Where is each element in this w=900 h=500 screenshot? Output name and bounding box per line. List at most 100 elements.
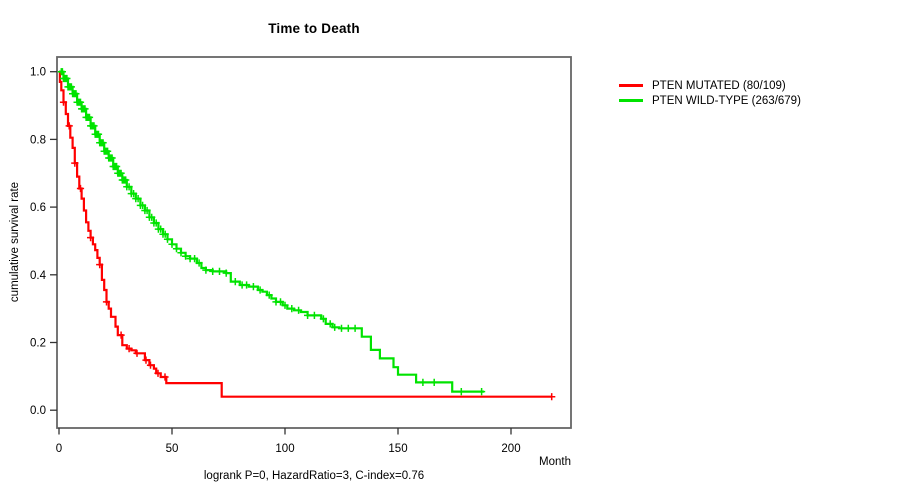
censor-mark bbox=[161, 373, 169, 381]
censor-mark bbox=[139, 201, 147, 209]
legend-line-pten-wild-type-icon bbox=[619, 99, 643, 102]
censor-mark bbox=[146, 361, 155, 369]
censor-mark bbox=[319, 315, 327, 323]
censor-mark bbox=[548, 393, 556, 401]
censor-mark bbox=[125, 183, 133, 191]
censor-mark bbox=[304, 311, 312, 319]
censor-mark bbox=[85, 113, 94, 121]
censor-mark bbox=[177, 249, 185, 257]
censor-mark bbox=[202, 266, 210, 274]
censor-mark bbox=[113, 162, 121, 171]
censor-mark bbox=[65, 122, 73, 130]
y-tick-label: 0.2 bbox=[30, 338, 46, 350]
legend-label-pten-mutated: PTEN MUTATED (80/109) bbox=[652, 79, 786, 92]
censor-mark bbox=[310, 311, 318, 319]
censor-mark bbox=[182, 252, 190, 260]
censor-mark bbox=[191, 255, 199, 263]
censor-mark bbox=[161, 230, 169, 238]
censor-mark bbox=[157, 225, 165, 233]
curve-pten-mutated bbox=[58, 70, 556, 401]
censor-mark bbox=[276, 298, 285, 306]
censor-mark bbox=[351, 324, 359, 332]
censor-mark bbox=[63, 74, 71, 83]
censor-mark bbox=[108, 154, 116, 162]
censor-mark bbox=[331, 323, 339, 331]
legend-item-pten-wild-type: PTEN WILD-TYPE (263/679) bbox=[619, 93, 801, 108]
censor-mark bbox=[288, 305, 296, 313]
censor-mark bbox=[222, 269, 230, 277]
legend-line-pten-mutated-icon bbox=[619, 84, 643, 87]
censor-mark bbox=[249, 283, 257, 291]
censor-mark bbox=[430, 378, 438, 386]
x-tick-label: 0 bbox=[56, 443, 62, 455]
plot-border bbox=[56, 56, 572, 429]
censor-mark bbox=[81, 105, 89, 113]
censor-mark bbox=[172, 245, 181, 253]
censor-mark bbox=[168, 240, 176, 248]
censor-mark bbox=[87, 234, 95, 242]
censor-mark bbox=[243, 281, 251, 289]
legend-item-pten-mutated: PTEN MUTATED (80/109) bbox=[619, 78, 801, 93]
censor-mark bbox=[117, 169, 125, 177]
y-axis-label: cumulative survival rate bbox=[9, 181, 21, 303]
censor-mark bbox=[142, 356, 150, 364]
y-tick-label: 1.0 bbox=[30, 67, 46, 79]
censor-mark bbox=[209, 267, 217, 275]
x-axis: 0 50 100 150 200 bbox=[56, 428, 521, 455]
x-axis-label: Month bbox=[539, 456, 571, 468]
censor-mark bbox=[125, 345, 133, 353]
y-tick-label: 0.6 bbox=[30, 202, 46, 214]
curve-pten-wild-type bbox=[57, 68, 486, 396]
censor-mark bbox=[71, 159, 79, 167]
x-tick-label: 150 bbox=[388, 443, 407, 455]
censor-mark bbox=[76, 98, 85, 106]
censor-mark bbox=[419, 378, 427, 386]
censor-mark bbox=[99, 139, 107, 147]
censor-mark bbox=[457, 388, 465, 396]
y-axis: 0.0 0.2 0.4 0.6 0.8 1.0 bbox=[30, 67, 57, 417]
censor-mark bbox=[122, 176, 130, 184]
y-tick-label: 0.8 bbox=[30, 134, 46, 146]
censor-mark bbox=[95, 130, 103, 138]
survival-step-line bbox=[58, 70, 552, 398]
stats-caption: logrank P=0, HazardRatio=3, C-index=0.76 bbox=[203, 470, 425, 482]
censor-mark bbox=[133, 349, 141, 357]
legend: PTEN MUTATED (80/109) PTEN WILD-TYPE (26… bbox=[619, 78, 801, 108]
censor-mark bbox=[154, 369, 162, 377]
censor-mark bbox=[256, 286, 264, 294]
censor-mark bbox=[130, 190, 138, 198]
censor-mark bbox=[326, 320, 334, 328]
censor-mark bbox=[102, 298, 111, 306]
censor-mark bbox=[281, 301, 289, 309]
censor-mark bbox=[344, 324, 352, 332]
censor-mark bbox=[76, 184, 85, 193]
x-tick-label: 200 bbox=[501, 443, 520, 455]
censor-mark bbox=[134, 195, 142, 203]
censor-mark bbox=[337, 324, 346, 332]
legend-label-pten-wild-type: PTEN WILD-TYPE (263/679) bbox=[652, 94, 801, 107]
censor-mark bbox=[72, 90, 80, 98]
censor-mark bbox=[58, 68, 66, 76]
censor-mark bbox=[104, 147, 112, 155]
censor-mark bbox=[215, 267, 224, 275]
y-tick-label: 0.0 bbox=[30, 405, 46, 417]
censor-mark bbox=[478, 388, 486, 396]
censor-mark bbox=[143, 206, 151, 215]
censor-mark bbox=[90, 122, 98, 130]
censor-mark bbox=[148, 213, 156, 221]
censor-mark bbox=[96, 261, 104, 269]
censor-mark bbox=[152, 219, 160, 227]
censor-mark bbox=[163, 235, 172, 243]
censor-mark bbox=[295, 306, 303, 314]
censor-mark bbox=[59, 98, 68, 106]
censor-mark bbox=[67, 83, 75, 91]
y-tick-label: 0.4 bbox=[30, 270, 47, 282]
chart-title: Time to Death bbox=[268, 21, 360, 36]
x-tick-label: 100 bbox=[275, 443, 294, 455]
censor-mark bbox=[231, 278, 239, 286]
censor-mark bbox=[117, 331, 125, 339]
x-tick-label: 50 bbox=[166, 443, 179, 455]
censor-mark bbox=[195, 259, 203, 267]
